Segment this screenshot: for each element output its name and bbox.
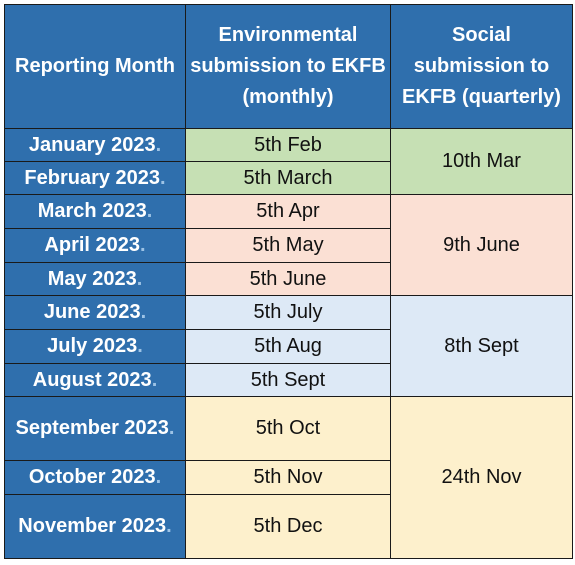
month-cell: May 2023. xyxy=(4,262,186,296)
table-row: October 2023. 5th Nov xyxy=(4,460,573,495)
month-label: February 2023 xyxy=(24,166,161,189)
month-cell: June 2023. xyxy=(4,295,186,330)
month-dot: . xyxy=(140,234,146,256)
env-date-cell: 5th Aug xyxy=(185,329,391,364)
env-date-cell: 5th Oct xyxy=(185,396,391,461)
table-row: February 2023. 5th March xyxy=(4,161,573,195)
env-date-cell: 5th June xyxy=(185,262,391,296)
month-label: September 2023 xyxy=(15,417,169,439)
month-label: August 2023 xyxy=(32,368,152,391)
month-label: October 2023 xyxy=(28,466,156,488)
env-date-cell: 5th Sept xyxy=(185,363,391,397)
social-date-cell: 24th Nov xyxy=(390,396,573,559)
env-date-cell: 5th July xyxy=(185,295,391,330)
social-date-cell: 8th Sept xyxy=(390,295,573,397)
month-label: May 2023 xyxy=(47,267,137,290)
social-date-cell: 9th June xyxy=(390,194,573,296)
table-row: January 2023. 5th Feb 10th Mar xyxy=(4,128,573,195)
month-cell: January 2023. xyxy=(4,128,186,162)
social-date-cell: 10th Mar xyxy=(390,128,573,195)
env-date-cell: 5th March xyxy=(185,161,391,195)
month-cell: September 2023. xyxy=(4,396,186,461)
table-row: March 2023. 5th Apr 9th June xyxy=(4,194,573,296)
header-social-submission: Social submission to EKFB (quarterly) xyxy=(390,4,573,129)
header-reporting-month: Reporting Month xyxy=(4,4,186,129)
month-dot: . xyxy=(140,301,147,323)
month-label: March 2023 xyxy=(37,200,147,222)
env-date-cell: 5th May xyxy=(185,228,391,263)
month-dot: . xyxy=(166,515,172,537)
month-dot: . xyxy=(136,267,143,290)
table-row: September 2023. 5th Oct 24th Nov xyxy=(4,396,573,559)
month-dot: . xyxy=(168,417,175,439)
table-row: June 2023. 5th July 8th Sept xyxy=(4,295,573,397)
header-row: Reporting Month Environmental submission… xyxy=(4,4,573,129)
month-cell: April 2023. xyxy=(4,228,186,263)
header-environmental-submission: Environmental submission to EKFB (monthl… xyxy=(185,4,391,129)
month-dot: . xyxy=(155,466,162,488)
month-cell: March 2023. xyxy=(4,194,186,229)
table-row: May 2023. 5th June xyxy=(4,262,573,296)
month-cell: August 2023. xyxy=(4,363,186,397)
month-label: July 2023 xyxy=(47,335,138,357)
month-dot: . xyxy=(155,133,162,156)
month-cell: October 2023. xyxy=(4,460,186,495)
month-label: April 2023 xyxy=(44,234,141,256)
month-label: June 2023 xyxy=(43,301,141,323)
table-row: August 2023. 5th Sept xyxy=(4,363,573,397)
month-dot: . xyxy=(151,368,158,391)
env-date-cell: 5th Dec xyxy=(185,494,391,559)
month-cell: July 2023. xyxy=(4,329,186,364)
month-label: November 2023 xyxy=(18,515,167,537)
month-dot: . xyxy=(146,200,153,222)
month-dot: . xyxy=(160,166,166,189)
env-date-cell: 5th Apr xyxy=(185,194,391,229)
table-row: November 2023. 5th Dec xyxy=(4,494,573,559)
submission-schedule-table: Reporting Month Environmental submission… xyxy=(4,4,573,559)
table-row: July 2023. 5th Aug xyxy=(4,329,573,364)
month-cell: February 2023. xyxy=(4,161,186,195)
month-cell: November 2023. xyxy=(4,494,186,559)
env-date-cell: 5th Feb xyxy=(185,128,391,162)
table-row: April 2023. 5th May xyxy=(4,228,573,263)
month-label: January 2023 xyxy=(28,133,156,156)
env-date-cell: 5th Nov xyxy=(185,460,391,495)
month-dot: . xyxy=(137,335,143,357)
